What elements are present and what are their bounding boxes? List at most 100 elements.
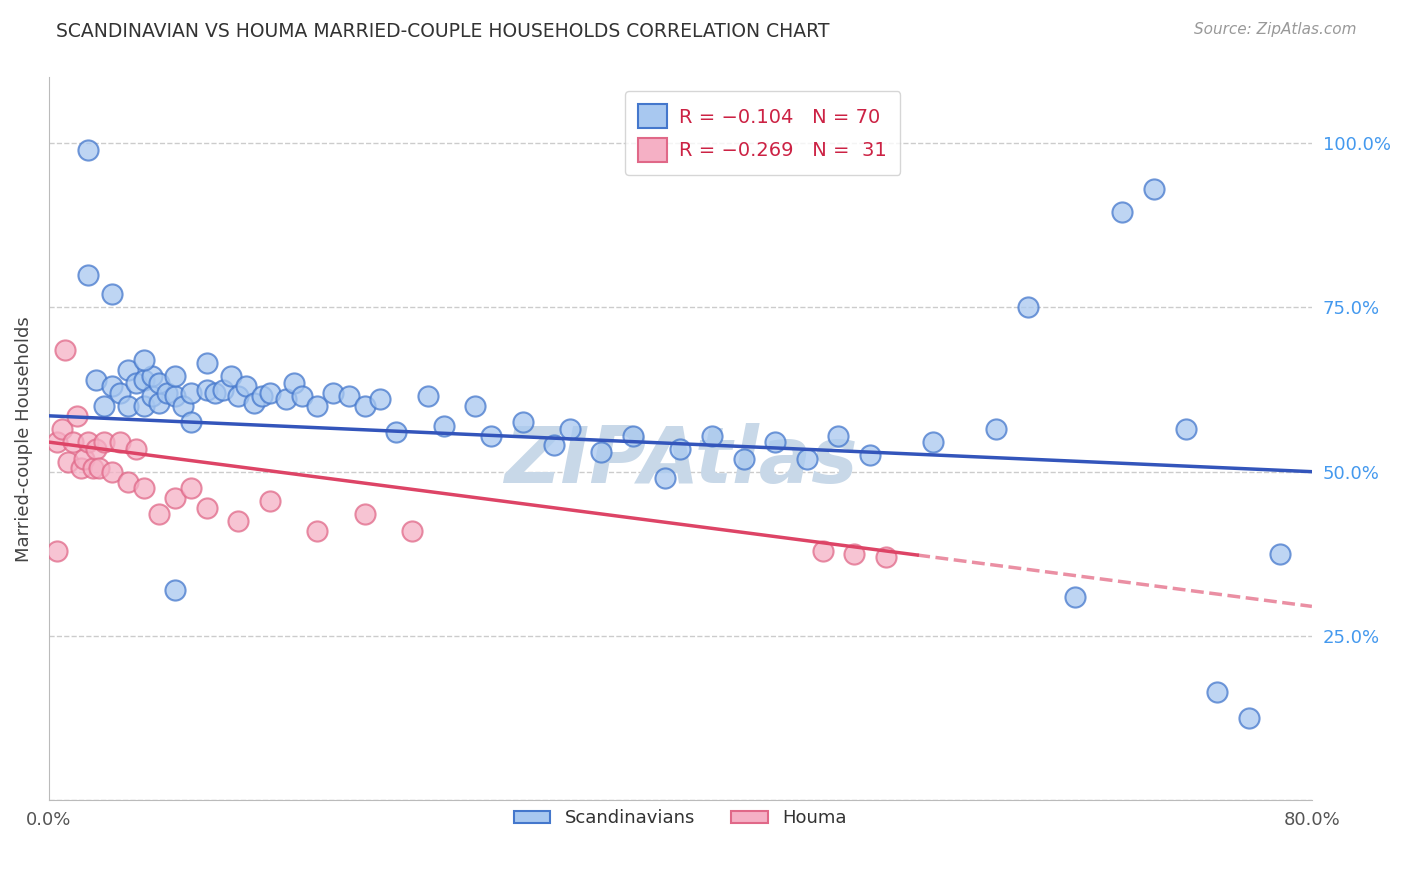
Point [180,416,202,430]
Point [204,385,226,400]
Point [1206,685,1229,699]
Point [353,399,375,413]
Point [228,389,250,403]
Point [700,428,723,442]
Point [53,343,76,358]
Point [132,353,155,368]
Point [479,428,502,442]
Point [117,363,139,377]
Point [307,399,329,413]
Point [763,435,786,450]
Point [290,389,312,403]
Point [211,383,233,397]
Point [859,448,882,462]
Point [1111,205,1133,219]
Point [51,422,73,436]
Point [875,550,897,565]
Point [101,287,124,301]
Point [180,481,202,495]
Point [108,385,131,400]
Point [148,376,170,390]
Point [235,379,257,393]
Point [922,435,945,450]
Point [842,547,865,561]
Point [93,435,115,450]
Point [77,435,100,450]
Point [165,389,187,403]
Point [141,369,163,384]
Point [621,428,644,442]
Point [66,409,89,423]
Point [250,389,273,403]
Point [307,524,329,538]
Point [125,442,148,456]
Point [125,376,148,390]
Point [172,399,194,413]
Point [45,543,67,558]
Point [77,268,100,282]
Point [337,389,360,403]
Point [148,508,170,522]
Point [654,471,676,485]
Point [77,143,100,157]
Point [89,461,111,475]
Point [156,385,179,400]
Point [370,392,392,407]
Point [148,395,170,409]
Point [543,438,565,452]
Point [1237,711,1260,725]
Point [62,435,84,450]
Text: SCANDINAVIAN VS HOUMA MARRIED-COUPLE HOUSEHOLDS CORRELATION CHART: SCANDINAVIAN VS HOUMA MARRIED-COUPLE HOU… [56,22,830,41]
Point [243,395,266,409]
Point [811,543,834,558]
Point [165,491,187,505]
Point [45,435,67,450]
Point [385,425,408,440]
Point [464,399,486,413]
Point [986,422,1008,436]
Point [416,389,439,403]
Point [1017,301,1039,315]
Point [132,373,155,387]
Point [219,369,242,384]
Point [93,399,115,413]
Point [1064,590,1087,604]
Point [353,508,375,522]
Point [86,373,108,387]
Y-axis label: Married-couple Households: Married-couple Households [15,316,32,562]
Point [117,475,139,489]
Point [796,451,818,466]
Point [669,442,692,456]
Point [433,418,456,433]
Text: ZIPAtlas: ZIPAtlas [503,423,858,499]
Point [558,422,581,436]
Point [733,451,755,466]
Point [1270,547,1292,561]
Point [591,445,613,459]
Point [259,385,281,400]
Point [108,435,131,450]
Point [56,455,79,469]
Point [69,461,91,475]
Point [228,514,250,528]
Point [283,376,305,390]
Point [165,369,187,384]
Point [512,416,534,430]
Point [117,399,139,413]
Point [1143,182,1166,196]
Point [101,379,124,393]
Point [101,465,124,479]
Point [86,442,108,456]
Point [165,582,187,597]
Point [141,389,163,403]
Legend: Scandinavians, Houma: Scandinavians, Houma [508,802,853,835]
Point [180,385,202,400]
Point [132,399,155,413]
Point [73,451,96,466]
Point [1174,422,1197,436]
Point [132,481,155,495]
Point [259,494,281,508]
Point [274,392,297,407]
Text: Source: ZipAtlas.com: Source: ZipAtlas.com [1194,22,1357,37]
Point [827,428,849,442]
